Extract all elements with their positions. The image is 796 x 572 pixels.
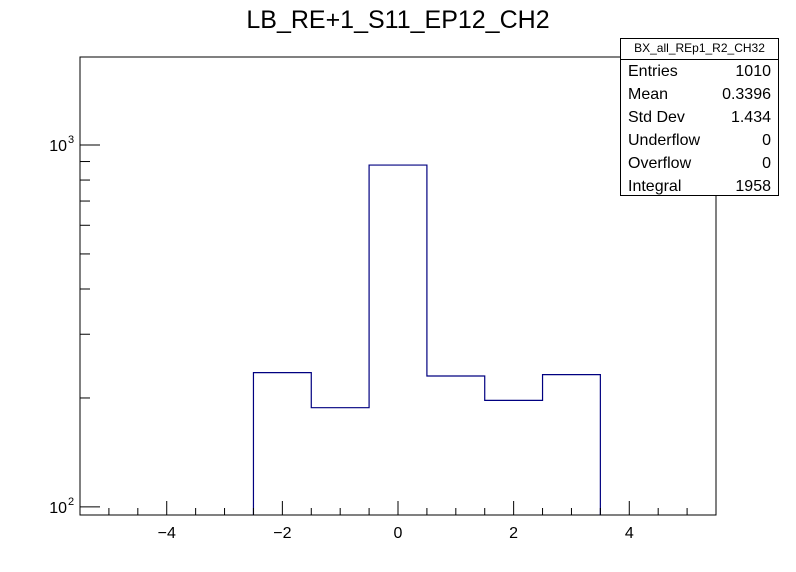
stats-row-underflow: Underflow 0 <box>621 129 778 152</box>
stats-value: 0.3396 <box>722 86 771 103</box>
stats-key: Overflow <box>628 155 692 172</box>
stats-value: 1010 <box>735 63 771 80</box>
stats-key: Integral <box>628 178 682 195</box>
stats-value: 0 <box>762 132 771 149</box>
x-tick-label: −2 <box>273 525 291 542</box>
y-tick-label: 10 <box>49 500 67 517</box>
stats-row-entries: Entries 1010 <box>621 60 778 83</box>
stats-box: BX_all_REp1_R2_CH32 Entries 1010 Mean 0.… <box>620 38 779 196</box>
y-tick-exponent: 3 <box>68 134 74 146</box>
x-tick-label: −4 <box>158 525 176 542</box>
stats-row-integral: Integral 1958 <box>621 175 778 198</box>
y-tick-exponent: 2 <box>68 496 74 508</box>
x-tick-label: 4 <box>625 525 634 542</box>
y-tick-label: 10 <box>49 138 67 155</box>
stats-key: Mean <box>628 86 669 103</box>
stats-box-title: BX_all_REp1_R2_CH32 <box>621 39 778 60</box>
stats-row-mean: Mean 0.3396 <box>621 83 778 106</box>
x-tick-label: 0 <box>394 525 403 542</box>
stats-value: 1958 <box>735 178 771 195</box>
stats-value: 0 <box>762 155 771 172</box>
stats-row-overflow: Overflow 0 <box>621 152 778 175</box>
stats-key: Underflow <box>628 132 701 149</box>
stats-key: Entries <box>628 63 678 80</box>
x-tick-label: 2 <box>509 525 518 542</box>
histogram-outline <box>252 164 601 515</box>
stats-row-std-dev: Std Dev 1.434 <box>621 106 778 129</box>
stats-value: 1.434 <box>730 109 771 126</box>
stats-key: Std Dev <box>628 109 685 126</box>
chart-title: LB_RE+1_S11_EP12_CH2 <box>246 6 550 34</box>
